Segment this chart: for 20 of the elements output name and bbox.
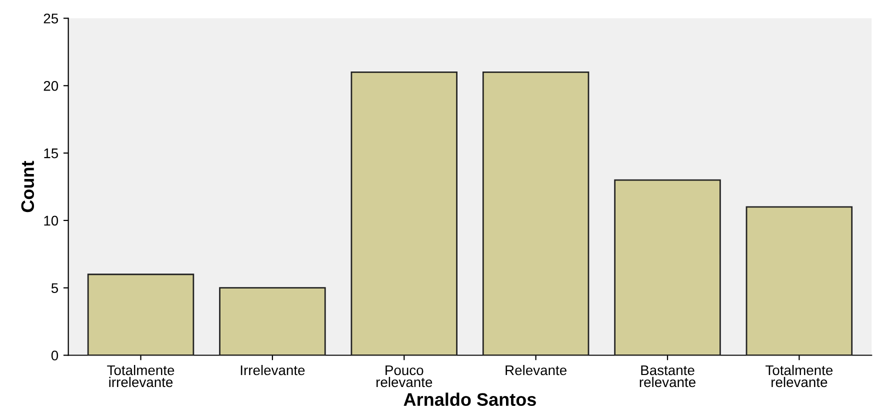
x-tick-label: Pouco relevante <box>376 365 432 388</box>
x-tick-label: Relevante <box>506 364 566 376</box>
x-tick-label: Irrelevante <box>240 364 305 376</box>
y-tick-label: 5 <box>51 283 58 294</box>
bar <box>219 287 326 356</box>
bar <box>746 206 853 356</box>
x-tick-label: Bastante relevante <box>640 365 696 388</box>
bar <box>614 179 721 356</box>
x-tick-label: Totalmente relevante <box>766 364 833 388</box>
bar <box>482 71 590 356</box>
bar <box>87 274 194 356</box>
y-axis-title: Count <box>21 160 34 212</box>
x-axis-title: Arnaldo Santos <box>404 392 536 406</box>
y-tick-label: 20 <box>44 81 58 91</box>
x-tick-label: Totalmente irrelevante <box>107 364 174 388</box>
y-tick-label: 10 <box>44 216 58 226</box>
y-tick-label: 0 <box>51 350 58 360</box>
y-tick-label: 25 <box>44 14 58 24</box>
bar <box>350 71 458 356</box>
y-tick-label: 15 <box>44 148 58 158</box>
